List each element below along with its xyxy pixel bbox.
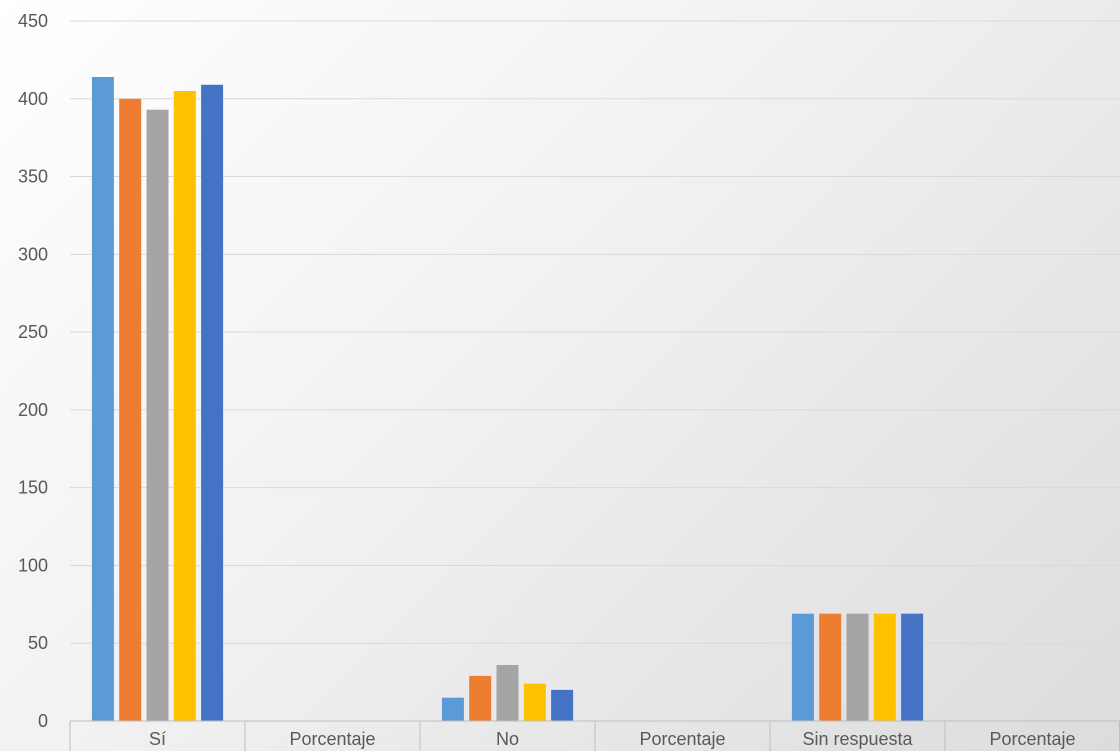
bar <box>873 613 896 721</box>
x-category-label: Sin respuesta <box>802 729 913 749</box>
bar <box>201 84 224 722</box>
gridlines <box>70 20 1120 644</box>
x-category-label: No <box>496 729 519 749</box>
bar <box>901 613 924 721</box>
y-tick-label: 350 <box>18 167 48 187</box>
bar <box>551 689 574 721</box>
bar <box>119 98 142 722</box>
bar <box>146 109 169 721</box>
y-tick-label: 300 <box>18 244 48 264</box>
y-tick-label: 250 <box>18 322 48 342</box>
bar <box>819 613 842 721</box>
y-tick-label: 50 <box>28 633 48 653</box>
y-tick-label: 0 <box>38 711 48 731</box>
x-axis <box>69 720 1120 751</box>
x-category-label: Porcentaje <box>639 729 725 749</box>
x-category-label: Sí <box>149 729 166 749</box>
bar <box>523 683 546 721</box>
y-axis-tick-labels: 0 50 100 150 200 250 300 350 400 450 <box>18 11 48 731</box>
bar <box>469 675 492 721</box>
y-tick-label: 150 <box>18 478 48 498</box>
bar <box>91 77 114 721</box>
x-category-label: Porcentaje <box>989 729 1075 749</box>
bar <box>846 613 869 721</box>
bar <box>173 91 196 721</box>
bar <box>791 613 814 721</box>
x-axis-category-labels: Sí Porcentaje No Porcentaje Sin respuesta Por… <box>149 729 1076 749</box>
y-tick-label: 450 <box>18 11 48 31</box>
bar <box>441 697 464 721</box>
y-tick-label: 100 <box>18 555 48 575</box>
bars <box>91 77 924 722</box>
y-tick-label: 400 <box>18 89 48 109</box>
y-tick-label: 200 <box>18 400 48 420</box>
bar <box>496 665 519 721</box>
x-category-label: Porcentaje <box>289 729 375 749</box>
